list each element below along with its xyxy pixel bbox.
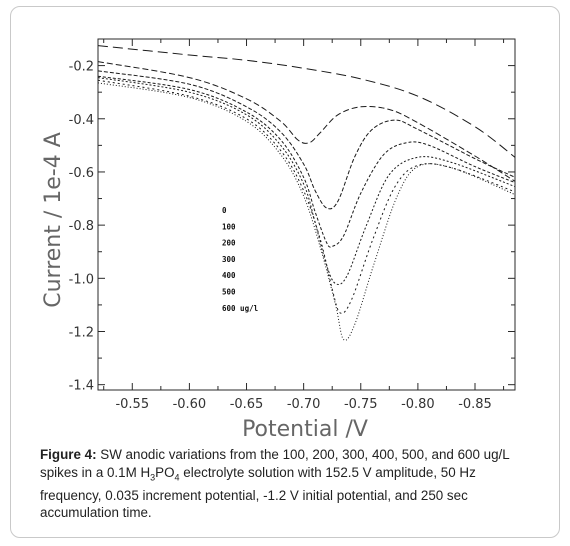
caption-text-2: PO (155, 464, 175, 480)
y-tick-label: -0.2 (69, 60, 94, 75)
x-tick-label: -0.55 (115, 397, 149, 412)
y-tick-label: -0.6 (69, 166, 94, 181)
x-axis-title: Potential /V (242, 417, 368, 442)
y-tick-label: -1.2 (69, 326, 94, 341)
figure-label: Figure 4: (40, 447, 97, 462)
legend-entry: 600 ug/l (222, 304, 258, 313)
series-line-5 (97, 79, 516, 314)
caption-sub-1: 3 (150, 472, 156, 483)
plot-frame (97, 38, 516, 391)
legend-entry: 300 (222, 255, 236, 264)
x-tick-label: -0.65 (230, 397, 264, 412)
series-line-4 (97, 77, 516, 285)
x-tick-label: -0.60 (173, 397, 207, 412)
series-line-0 (97, 45, 516, 158)
y-axis-title: Current / 1e-4 A (41, 132, 66, 308)
caption-sub-2: 4 (174, 472, 180, 483)
x-tick-label: -0.85 (458, 397, 492, 412)
y-tick-label: -0.8 (69, 219, 94, 234)
chart-axes: -0.55 -0.60 -0.65 -0.70 -0.75 -0.80 -0.85-0.2-… (69, 38, 516, 412)
y-tick-label: -1.4 (69, 379, 94, 394)
series-line-6 (97, 82, 516, 341)
chart-series (97, 45, 516, 341)
series-line-1 (97, 61, 516, 182)
series-line-3 (97, 75, 516, 248)
figure-frame (10, 6, 560, 538)
legend-entry: 100 (222, 222, 236, 231)
y-tick-label: -0.4 (69, 113, 94, 128)
y-tick-label: -1.0 (69, 272, 94, 287)
legend-entry: 500 (222, 288, 236, 297)
x-tick-label: -0.70 (287, 397, 321, 412)
caption-text-1: SW anodic variations from the 100, 200, … (40, 447, 510, 480)
series-line-2 (97, 70, 516, 210)
figure-caption: Figure 4: SW anodic variations from the … (40, 446, 532, 522)
legend-entry: 0 (222, 206, 227, 215)
x-tick-label: -0.75 (344, 397, 378, 412)
caption-text-3: electrolyte solution with 152.5 V amplit… (40, 464, 476, 521)
legend-entry: 400 (222, 271, 236, 280)
chart-legend: 0 100 200 300 400 500 600 ug/l (222, 206, 258, 313)
legend-entry: 200 (222, 239, 236, 248)
x-tick-label: -0.80 (401, 397, 435, 412)
